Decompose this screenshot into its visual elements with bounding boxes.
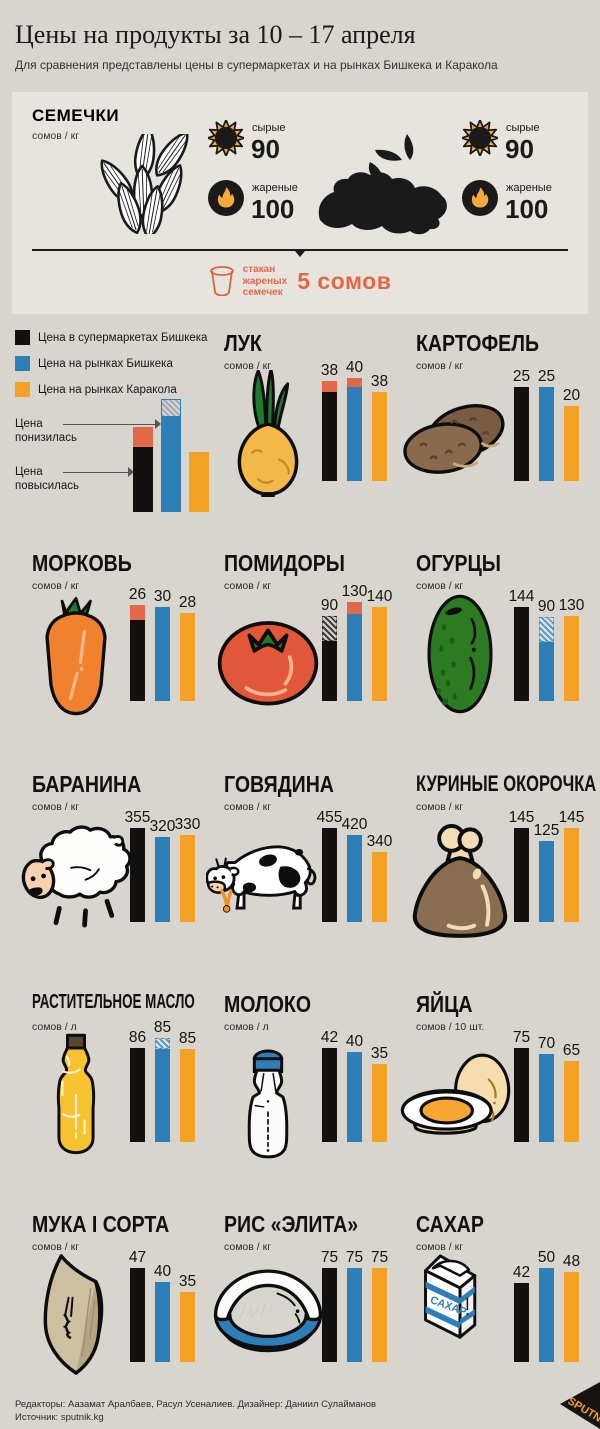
РИС «ЭЛИТА»: РИС «ЭЛИТА» сомов / кг 75 75 75 bbox=[204, 1211, 396, 1429]
ПОМИДОРЫ: ПОМИДОРЫ сомов / кг 90 130 140 bbox=[204, 550, 396, 770]
МУКА I СОРТА: МУКА I СОРТА сомов / кг 47 40 35 bbox=[12, 1211, 204, 1429]
БАРАНИНА: БАРАНИНА сомов / кг 355 320 330 bbox=[12, 771, 204, 991]
КАРТОФЕЛЬ: КАРТОФЕЛЬ сомов / кг 25 25 20 bbox=[396, 330, 588, 550]
ЛУК: ЛУК сомов / кг 38 40 38 bbox=[204, 330, 396, 550]
МОРКОВЬ: МОРКОВЬ сомов / кг 26 30 28 bbox=[12, 550, 204, 770]
ГОВЯДИНА: ГОВЯДИНА сомов / кг 455 420 340 bbox=[204, 771, 396, 991]
САХАР: САХАР сомов / кг САХАР 42 50 48 bbox=[396, 1211, 588, 1429]
ОГУРЦЫ: ОГУРЦЫ сомов / кг 144 90 130 bbox=[396, 550, 588, 770]
КУРИНЫЕ ОКОРОЧКА: КУРИНЫЕ ОКОРОЧКА сомов / кг 145 125 145 bbox=[396, 771, 588, 991]
ЯЙЦА: ЯЙЦА сомов / 10 шт. 75 70 65 bbox=[396, 991, 588, 1211]
РАСТИТЕЛЬНОЕ МАСЛО: РАСТИТЕЛЬНОЕ МАСЛО сомов / л 86 85 85 bbox=[12, 991, 204, 1211]
МОЛОКО: МОЛОКО сомов / л 42 40 35 bbox=[204, 991, 396, 1211]
